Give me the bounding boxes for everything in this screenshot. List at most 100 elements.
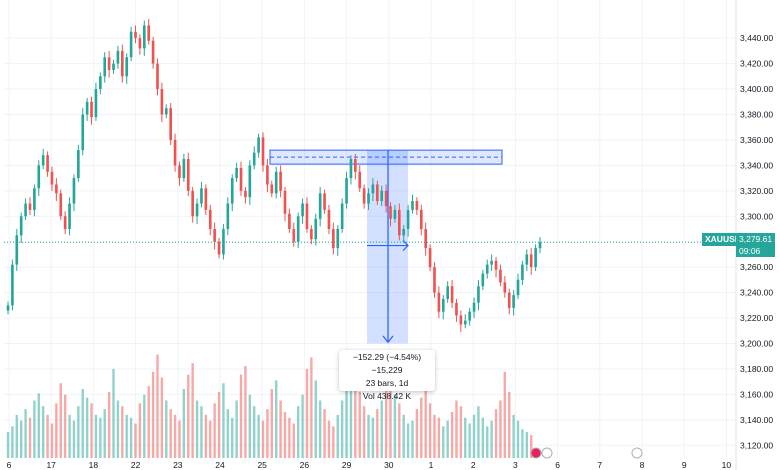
y-tick-label: 3,400.00 bbox=[740, 84, 773, 94]
volume-bar bbox=[195, 400, 199, 458]
y-tick-label: 3,160.00 bbox=[740, 389, 773, 399]
candle-body bbox=[204, 188, 208, 210]
volume-bar bbox=[411, 420, 414, 458]
x-tick-label: 1 bbox=[429, 460, 434, 470]
candle-body bbox=[103, 57, 107, 77]
symbol-label: XAUUSD bbox=[705, 234, 741, 244]
candle-body bbox=[362, 188, 366, 204]
y-tick-label: 3,120.00 bbox=[740, 440, 773, 450]
volume-bar bbox=[11, 426, 14, 458]
candle-body bbox=[186, 159, 190, 191]
volume-bar bbox=[125, 414, 128, 458]
volume-bar bbox=[380, 400, 383, 458]
volume-bar bbox=[340, 400, 344, 458]
y-tick-label: 3,200.00 bbox=[740, 339, 773, 349]
candle-body bbox=[529, 254, 533, 268]
volume-bar bbox=[415, 409, 419, 458]
volume-bar bbox=[138, 403, 142, 458]
volume-bar bbox=[134, 423, 137, 458]
volume-bar bbox=[503, 371, 507, 458]
candle-body bbox=[81, 114, 85, 151]
candle-body bbox=[19, 216, 23, 236]
candle-body bbox=[138, 38, 142, 49]
volume-bar bbox=[147, 386, 150, 458]
volume-bar bbox=[77, 406, 80, 458]
candle-body bbox=[516, 279, 520, 296]
x-tick-label: 8 bbox=[640, 460, 645, 470]
candle-body bbox=[239, 167, 243, 191]
volume-bar bbox=[512, 414, 515, 458]
y-tick-label: 3,360.00 bbox=[740, 135, 773, 145]
x-tick-label: 7 bbox=[597, 460, 602, 470]
x-tick-label: 2 bbox=[471, 460, 476, 470]
candle-body bbox=[525, 254, 529, 265]
x-tick-label: 29 bbox=[342, 460, 352, 470]
volume-bar bbox=[494, 409, 498, 458]
candle-body bbox=[142, 25, 146, 49]
volume-bar bbox=[59, 383, 62, 458]
volume-bar bbox=[450, 412, 454, 458]
volume-bar bbox=[521, 429, 524, 458]
volume-bar bbox=[376, 409, 379, 458]
volume-bar bbox=[477, 406, 480, 458]
x-tick-label: 10 bbox=[722, 460, 732, 470]
candle-body bbox=[367, 193, 370, 204]
candle-body bbox=[99, 76, 102, 90]
candle-body bbox=[217, 241, 221, 255]
volume-bar bbox=[209, 420, 212, 458]
candle-body bbox=[279, 171, 282, 191]
candle-body bbox=[305, 203, 309, 229]
candle-body bbox=[208, 209, 212, 229]
volume-bar bbox=[6, 432, 10, 458]
volume-bar bbox=[160, 377, 164, 458]
candle-body bbox=[46, 155, 49, 172]
candle-body bbox=[156, 63, 159, 90]
volume-bar bbox=[244, 366, 247, 458]
volume-bar bbox=[213, 403, 216, 458]
y-tick-label: 3,220.00 bbox=[740, 313, 773, 323]
candle-body bbox=[230, 178, 234, 204]
volume-bar bbox=[94, 414, 98, 458]
volume-bar bbox=[332, 426, 335, 458]
candle-body bbox=[63, 216, 67, 229]
candle-body bbox=[380, 190, 384, 202]
candle-body bbox=[274, 171, 278, 194]
candle-body bbox=[437, 292, 441, 312]
volume-bar bbox=[354, 363, 357, 458]
volume-bar bbox=[24, 409, 27, 458]
candle-body bbox=[252, 152, 256, 166]
volume-bar bbox=[248, 394, 252, 458]
candle-body bbox=[534, 248, 537, 268]
volume-bar bbox=[107, 391, 111, 458]
volume-bar bbox=[72, 420, 76, 458]
volume-bar bbox=[283, 412, 287, 458]
volume-bar bbox=[143, 394, 146, 458]
volume-bar bbox=[402, 414, 405, 458]
candle-body bbox=[68, 203, 71, 229]
volume-bar bbox=[217, 391, 221, 458]
volume-bar bbox=[85, 397, 89, 458]
volume-bar bbox=[367, 414, 370, 458]
x-tick-label: 25 bbox=[257, 460, 267, 470]
candle-body bbox=[112, 63, 115, 70]
candle-body bbox=[41, 155, 45, 166]
candle-body bbox=[419, 209, 423, 229]
volume-bar bbox=[270, 389, 274, 458]
candle-body bbox=[169, 108, 172, 140]
x-tick-label: 30 bbox=[384, 460, 394, 470]
volume-bar bbox=[266, 409, 269, 458]
candle-body bbox=[129, 31, 133, 58]
volume-bar bbox=[305, 368, 309, 458]
volume-bar bbox=[257, 414, 260, 458]
candle-body bbox=[288, 213, 291, 229]
candle-body bbox=[266, 165, 269, 185]
candle-body bbox=[507, 292, 511, 308]
x-tick-label: 3 bbox=[513, 460, 518, 470]
volume-bar bbox=[362, 406, 366, 458]
volume-bar bbox=[314, 380, 317, 458]
y-tick-label: 3,300.00 bbox=[740, 211, 773, 221]
event-icon bbox=[530, 447, 542, 459]
volume-bar bbox=[90, 403, 93, 458]
